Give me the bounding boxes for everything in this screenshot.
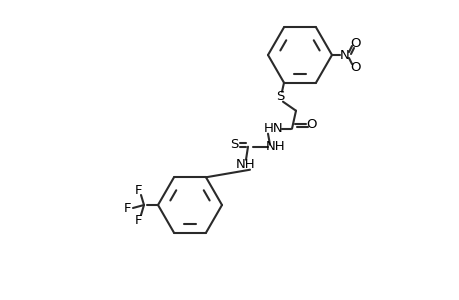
Text: F: F bbox=[124, 202, 131, 215]
Text: F: F bbox=[135, 184, 142, 196]
Text: NH: NH bbox=[235, 158, 255, 171]
Text: NH: NH bbox=[266, 140, 285, 153]
Text: F: F bbox=[135, 214, 142, 226]
Text: O: O bbox=[350, 61, 360, 74]
Text: N: N bbox=[339, 49, 349, 62]
Text: O: O bbox=[306, 118, 317, 131]
Text: S: S bbox=[230, 138, 238, 151]
Text: HN: HN bbox=[263, 122, 283, 135]
Text: O: O bbox=[350, 37, 360, 50]
Text: S: S bbox=[275, 90, 284, 103]
